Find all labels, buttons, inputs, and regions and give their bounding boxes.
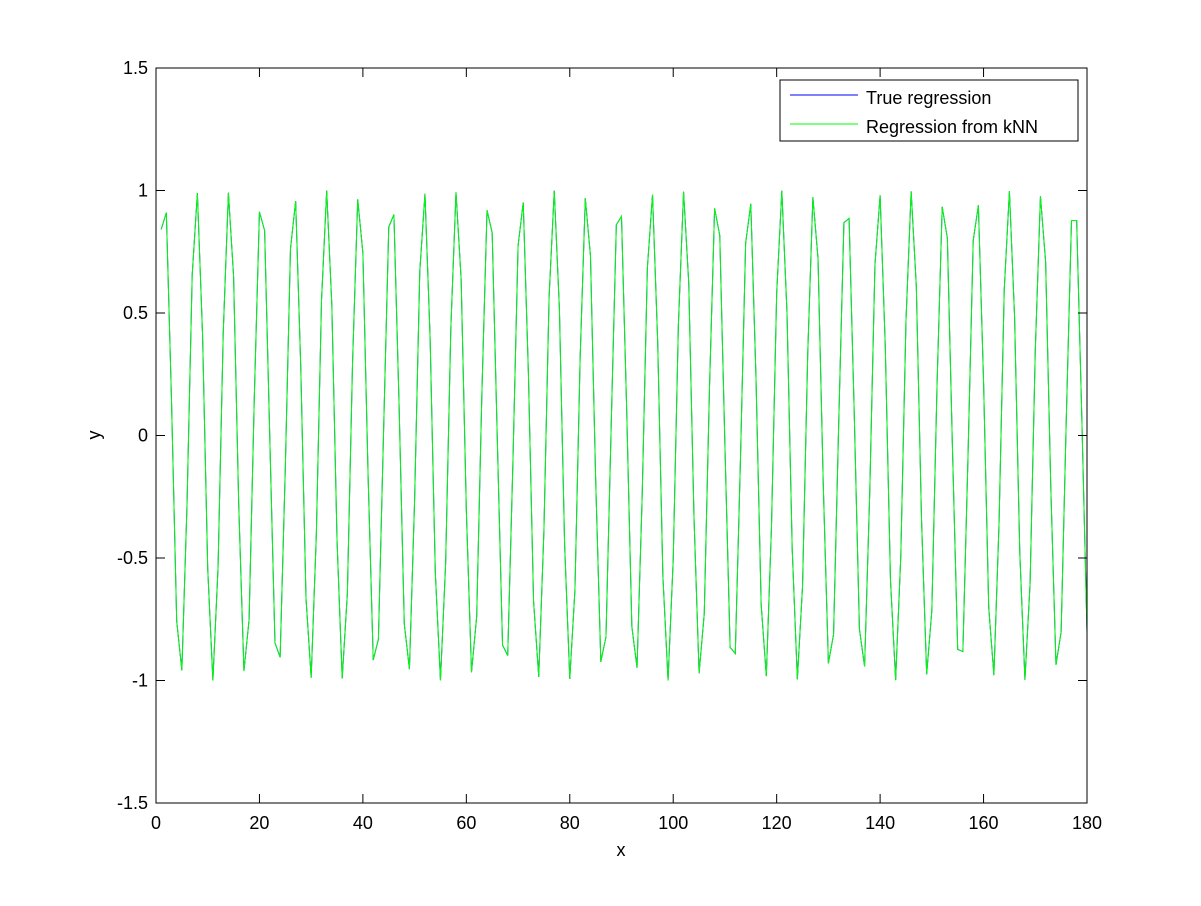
x-tick-label: 100 [658, 813, 688, 833]
x-tick-label: 20 [249, 813, 269, 833]
x-tick-label: 140 [865, 813, 895, 833]
y-tick-label: -0.5 [117, 548, 148, 568]
y-tick-label: -1 [132, 671, 148, 691]
y-tick-label: 0.5 [123, 303, 148, 323]
x-tick-label: 0 [151, 813, 161, 833]
y-tick-label: 0 [138, 426, 148, 446]
x-tick-label: 160 [969, 813, 999, 833]
legend-box [779, 79, 1079, 142]
y-axis-label: y [84, 431, 104, 440]
x-tick-label: 80 [560, 813, 580, 833]
x-tick-label: 60 [456, 813, 476, 833]
y-tick-label: 1 [138, 181, 148, 201]
plot-area [156, 68, 1087, 803]
tick-layer: 0 20 40 60 80 100 120 140 160 180 -1.5 -1 -0.5 0 0.5 1 1… [117, 58, 1102, 833]
series-line-knn-regression [160, 190, 1088, 681]
legend-label-true-regression: True regression [866, 88, 991, 108]
x-axis-label: x [617, 840, 626, 860]
x-tick-label: 180 [1072, 813, 1102, 833]
legend: True regression Regression from kNN [779, 79, 1079, 142]
x-tick-label: 40 [353, 813, 373, 833]
y-tick-label: -1.5 [117, 793, 148, 813]
y-tick-label: 1.5 [123, 58, 148, 78]
series-layer [160, 190, 1088, 681]
legend-label-knn-regression: Regression from kNN [866, 117, 1038, 137]
x-tick-label: 120 [762, 813, 792, 833]
